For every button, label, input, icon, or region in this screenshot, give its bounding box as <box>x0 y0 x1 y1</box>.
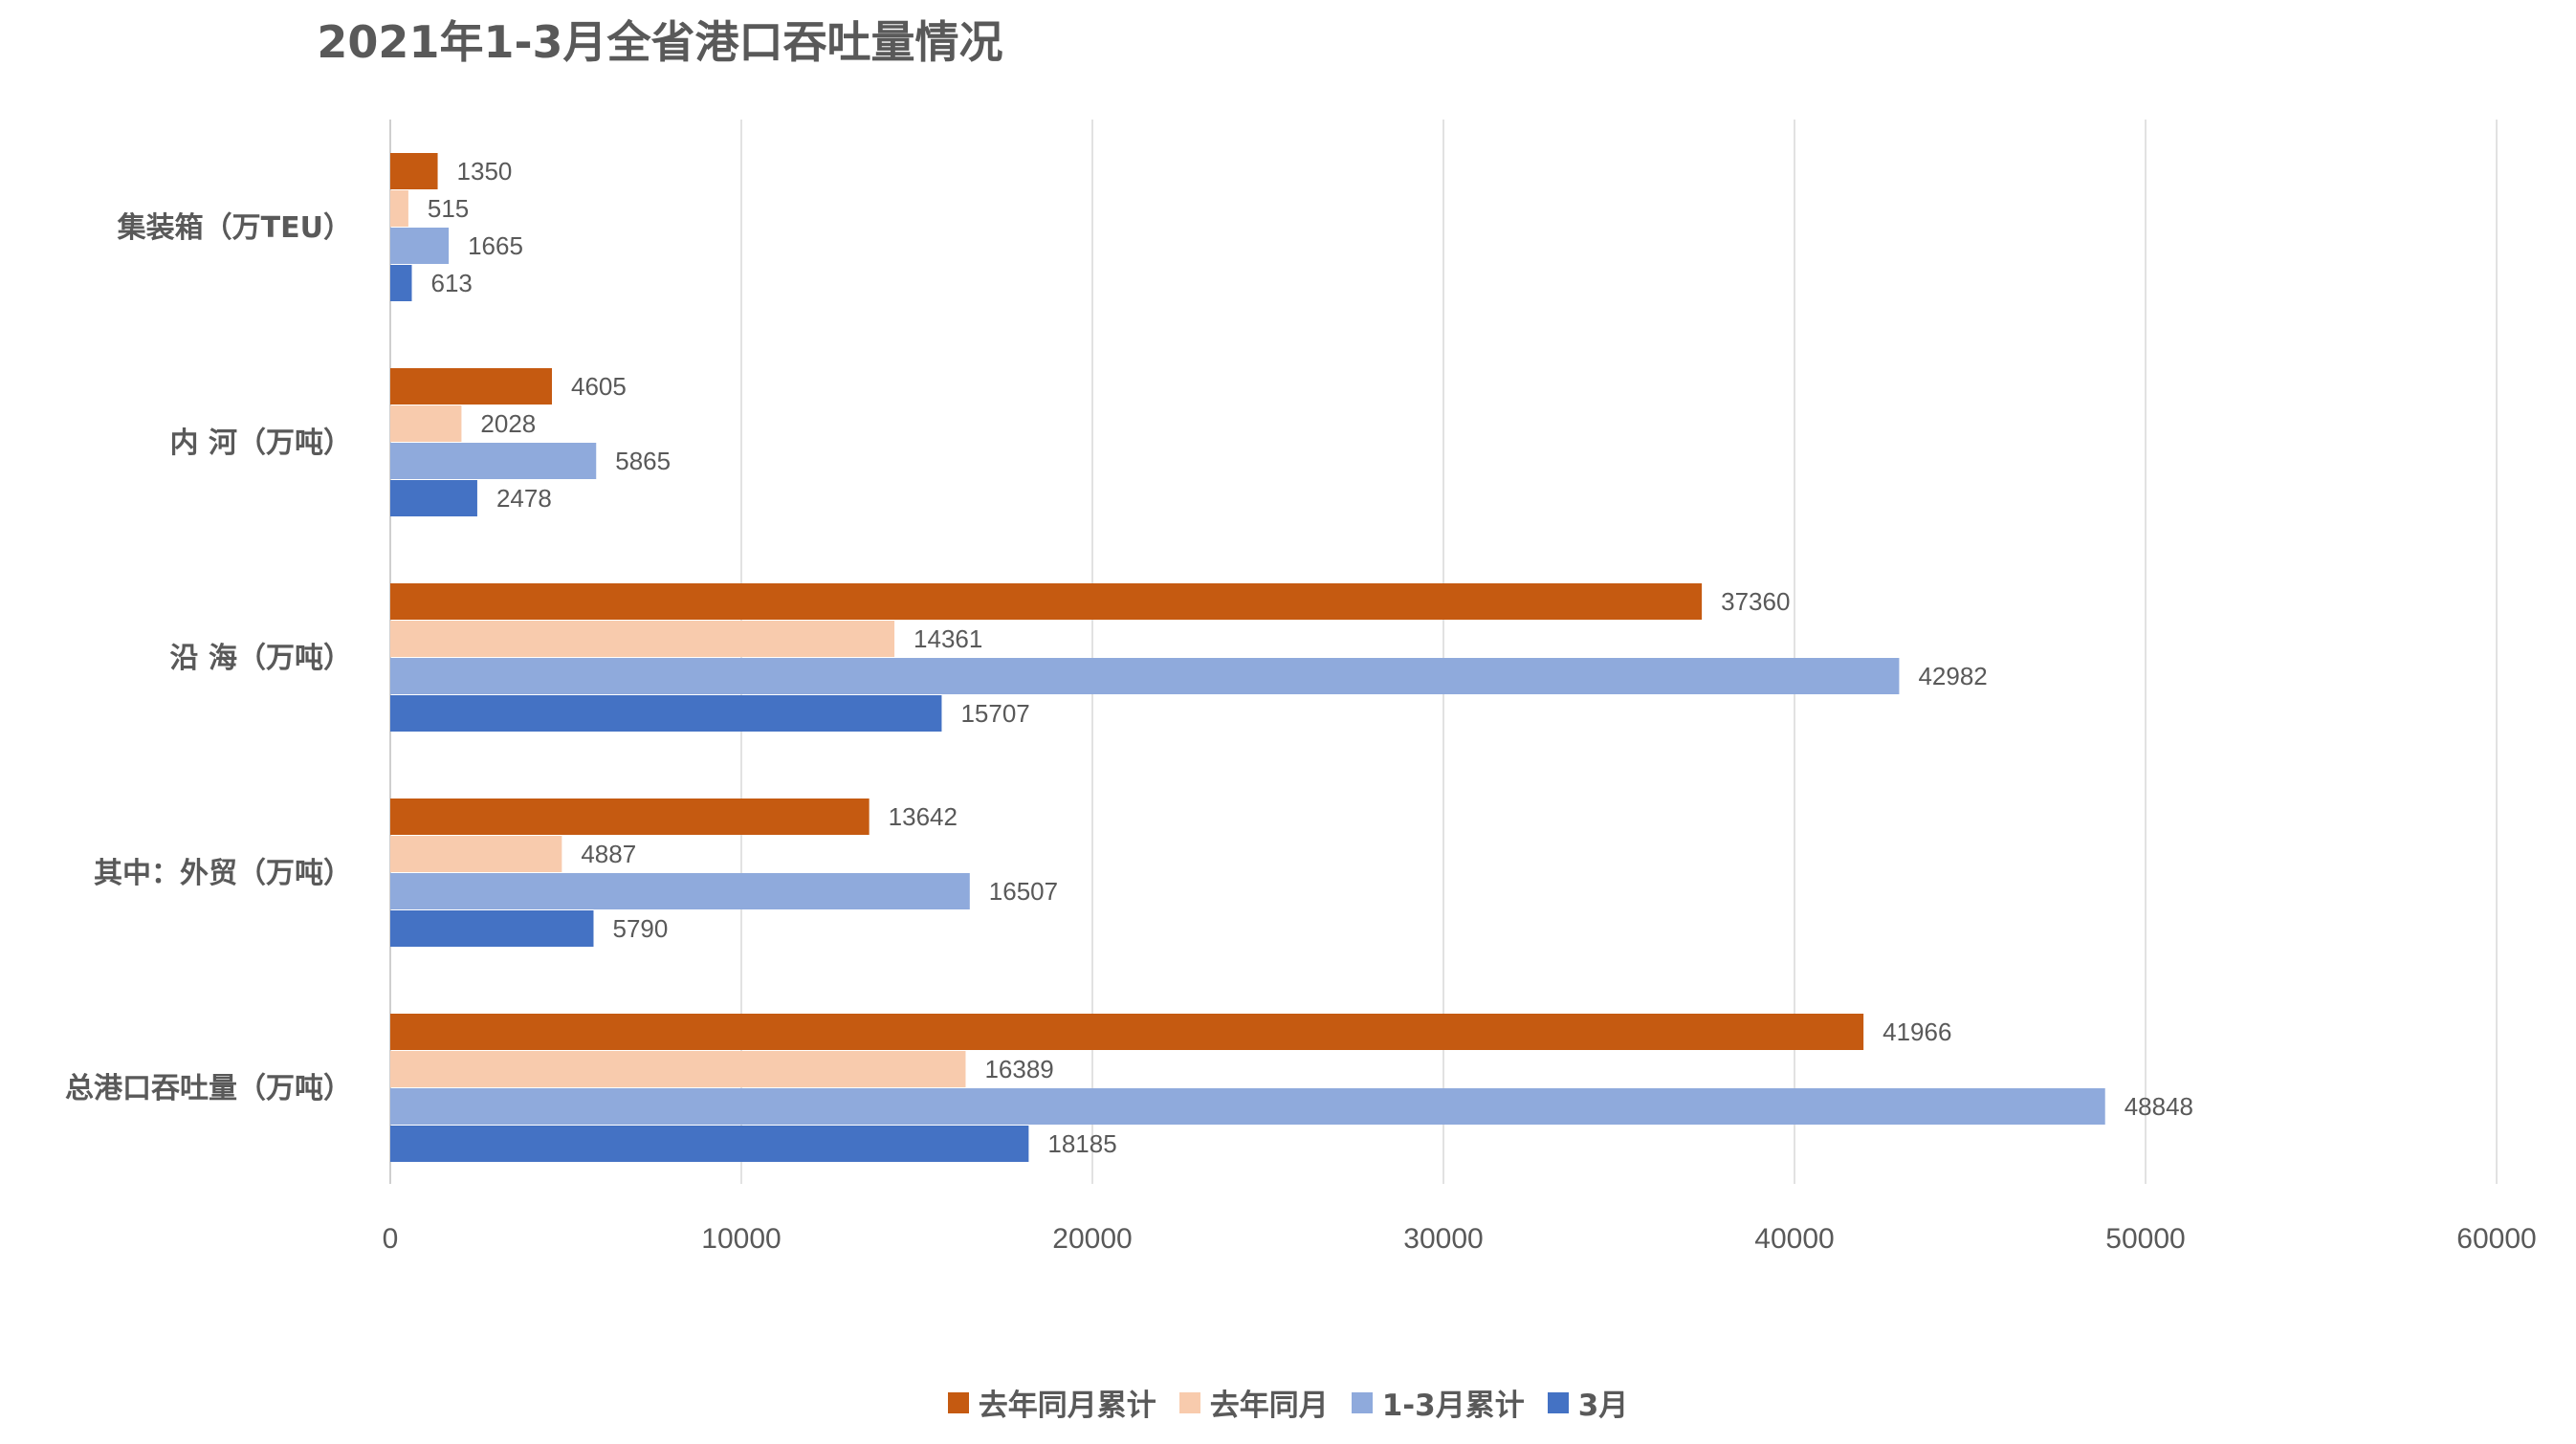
x-tick-label: 30000 <box>1403 1223 1483 1255</box>
x-tick-label: 40000 <box>1754 1223 1834 1255</box>
bar <box>390 621 895 657</box>
bar <box>390 836 562 872</box>
x-tick-label: 0 <box>383 1223 399 1255</box>
legend-item: 去年同月 <box>1178 1381 1329 1424</box>
data-label: 613 <box>430 269 472 297</box>
data-label: 15707 <box>960 699 1029 728</box>
data-label: 42982 <box>1918 662 1987 690</box>
legend-label: 3月 <box>1577 1389 1629 1423</box>
legend-swatch <box>1178 1391 1200 1413</box>
category-label: 内 河（万吨） <box>170 427 352 460</box>
bar <box>390 658 1900 694</box>
legend-label: 1-3月累计 <box>1381 1389 1525 1423</box>
data-label: 2478 <box>496 484 552 513</box>
data-label: 1665 <box>468 231 523 260</box>
bar <box>390 228 450 264</box>
chart-title: 2021年1-3月全省港口吞吐量情况 <box>317 16 1003 68</box>
bar <box>390 368 553 405</box>
bar <box>390 480 477 516</box>
data-label: 4887 <box>581 840 636 868</box>
category-label: 总港口吞吐量（万吨） <box>65 1072 352 1105</box>
legend-label: 去年同月 <box>1209 1389 1329 1423</box>
data-label: 48848 <box>2125 1092 2193 1121</box>
bar <box>390 583 1703 620</box>
legend-swatch <box>1351 1391 1373 1413</box>
bar <box>390 873 970 909</box>
bar <box>390 910 594 947</box>
x-tick-label: 20000 <box>1052 1223 1132 1255</box>
data-label: 1350 <box>457 157 513 186</box>
category-label: 沿 海（万吨） <box>170 642 352 675</box>
bar <box>390 190 408 227</box>
legend-item: 1-3月累计 <box>1351 1381 1525 1424</box>
data-label: 41966 <box>1882 1017 1951 1046</box>
bar <box>390 443 597 479</box>
category-label: 集装箱（万TEU） <box>117 211 352 245</box>
data-label: 37360 <box>1721 587 1790 616</box>
legend-item: 3月 <box>1547 1381 1629 1424</box>
legend-swatch <box>947 1391 969 1413</box>
bar <box>390 265 412 301</box>
data-label: 14361 <box>914 624 982 653</box>
data-label: 5790 <box>612 914 668 943</box>
data-label: 2028 <box>480 409 536 438</box>
data-label: 16507 <box>989 877 1058 906</box>
x-tick-label: 60000 <box>2456 1223 2536 1255</box>
data-label: 18185 <box>1047 1129 1116 1158</box>
legend-item: 去年同月累计 <box>947 1381 1156 1424</box>
legend-label: 去年同月累计 <box>978 1389 1156 1423</box>
legend-swatch <box>1547 1391 1569 1413</box>
data-label: 13642 <box>889 802 958 831</box>
bar <box>390 1088 2105 1125</box>
bar <box>390 695 942 732</box>
bar <box>390 799 870 835</box>
data-label: 5865 <box>615 447 671 475</box>
bar <box>390 1014 1864 1050</box>
legend: 去年同月累计 去年同月 1-3月累计 3月 <box>0 1381 2576 1424</box>
x-tick-label: 10000 <box>701 1223 781 1255</box>
bar <box>390 153 438 189</box>
bar <box>390 1126 1029 1162</box>
category-label: 其中：外贸（万吨） <box>94 857 352 890</box>
bar <box>390 1051 966 1087</box>
bar <box>390 405 462 442</box>
data-label: 16389 <box>984 1055 1053 1083</box>
data-label: 4605 <box>571 372 627 401</box>
data-label: 515 <box>428 194 469 223</box>
x-tick-label: 50000 <box>2105 1223 2185 1255</box>
